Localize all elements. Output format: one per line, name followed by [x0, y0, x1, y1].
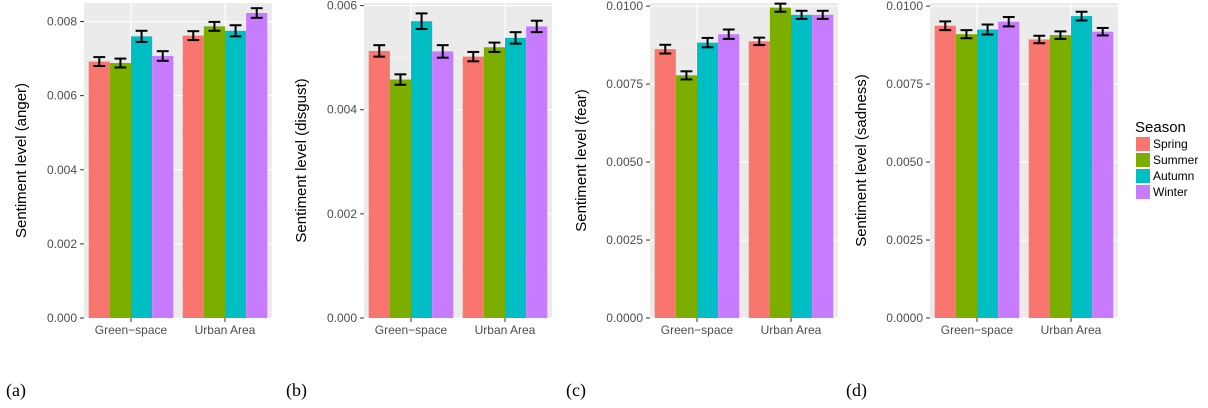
bar-summer [109, 63, 131, 318]
x-tick-label: Green−space [661, 323, 734, 337]
bar-spring [748, 41, 770, 318]
y-axis-title: Sentiment level (disgust) [293, 78, 310, 242]
bar-winter [432, 51, 454, 319]
y-tick-label: 0.004 [327, 103, 357, 117]
bar-autumn [1071, 16, 1093, 319]
bar-spring [654, 49, 676, 318]
bar-autumn [411, 21, 433, 318]
bar-spring [182, 35, 204, 319]
chart-panel-4: 0.0000 0.0025 0.0050 0.0075 0.0100 Green−spac… [846, 0, 1118, 401]
bar-spring [1028, 39, 1050, 318]
y-tick-label: 0.0075 [606, 77, 643, 91]
x-tick-label: Urban Area [195, 323, 256, 337]
y-tick-label: 0.000 [47, 311, 77, 325]
y-tick-label: 0.0000 [606, 311, 643, 325]
y-tick-label: 0.0000 [886, 311, 923, 325]
y-tick-label: 0.0075 [886, 77, 923, 91]
bar-spring [88, 61, 110, 318]
y-tick-label: 0.004 [47, 163, 77, 177]
bar-autumn [131, 36, 153, 319]
x-tick-label: Urban Area [475, 323, 536, 337]
bar-summer [769, 7, 791, 318]
y-axis-title: Sentiment level (fear) [573, 89, 590, 232]
bar-winter [998, 21, 1020, 319]
bar-winter [1092, 31, 1114, 319]
panel-caption: (d) [846, 380, 867, 401]
bar-spring [368, 50, 390, 319]
x-tick-label: Green−space [95, 323, 168, 337]
legend-label-summer: Summer [1153, 153, 1198, 167]
legend-label-winter: Winter [1153, 185, 1188, 199]
bar-autumn [505, 37, 527, 318]
legend-label-spring: Spring [1153, 137, 1188, 151]
bar-summer [389, 79, 411, 318]
y-tick-label: 0.0025 [886, 233, 923, 247]
bar-summer [483, 47, 505, 319]
y-tick-label: 0.000 [327, 311, 357, 325]
bar-spring [934, 25, 956, 318]
bar-winter [246, 13, 268, 318]
y-tick-label: 0.006 [327, 0, 357, 13]
y-tick-label: 0.002 [47, 237, 77, 251]
legend-swatch-winter [1136, 185, 1150, 199]
bar-spring [462, 56, 484, 318]
y-tick-label: 0.008 [47, 15, 77, 29]
panel-caption: (a) [6, 380, 26, 401]
y-tick-label: 0.0100 [606, 0, 643, 13]
bar-winter [526, 26, 548, 319]
bar-summer [675, 75, 697, 318]
y-tick-label: 0.006 [47, 89, 77, 103]
panel-caption: (c) [566, 380, 586, 401]
chart-panel-1: 0.000 0.002 0.004 0.006 0.008 Green−space Urba… [6, 3, 272, 401]
x-tick-label: Green−space [375, 323, 448, 337]
panel-caption: (b) [286, 380, 307, 401]
x-tick-label: Urban Area [1041, 323, 1102, 337]
bar-summer [1049, 35, 1071, 318]
y-axis-title: Sentiment level (anger) [13, 83, 30, 238]
bar-winter [718, 34, 740, 319]
legend-label-autumn: Autumn [1153, 169, 1194, 183]
legend-title: Season [1135, 119, 1186, 136]
x-tick-label: Urban Area [761, 323, 822, 337]
y-tick-label: 0.0050 [606, 155, 643, 169]
chart-panel-3: 0.0000 0.0025 0.0050 0.0075 0.0100 Green−spac… [566, 0, 838, 401]
y-tick-label: 0.002 [327, 207, 357, 221]
y-tick-label: 0.0025 [606, 233, 643, 247]
chart-panel-2: 0.000 0.002 0.004 0.006 Green−space Urban Are… [286, 0, 552, 401]
bar-autumn [697, 42, 719, 318]
y-tick-label: 0.0100 [886, 0, 923, 13]
bar-summer [955, 34, 977, 319]
bar-autumn [791, 14, 813, 319]
legend-swatch-autumn [1136, 169, 1150, 183]
bar-winter [152, 55, 174, 319]
x-tick-label: Green−space [941, 323, 1014, 337]
bar-summer [203, 26, 225, 319]
bar-winter [812, 14, 834, 319]
legend-swatch-spring [1136, 137, 1150, 151]
y-axis-title: Sentiment level (sadness) [853, 74, 870, 247]
bar-autumn [977, 29, 999, 319]
y-tick-label: 0.0050 [886, 155, 923, 169]
bar-autumn [225, 30, 247, 318]
legend-swatch-summer [1136, 153, 1150, 167]
